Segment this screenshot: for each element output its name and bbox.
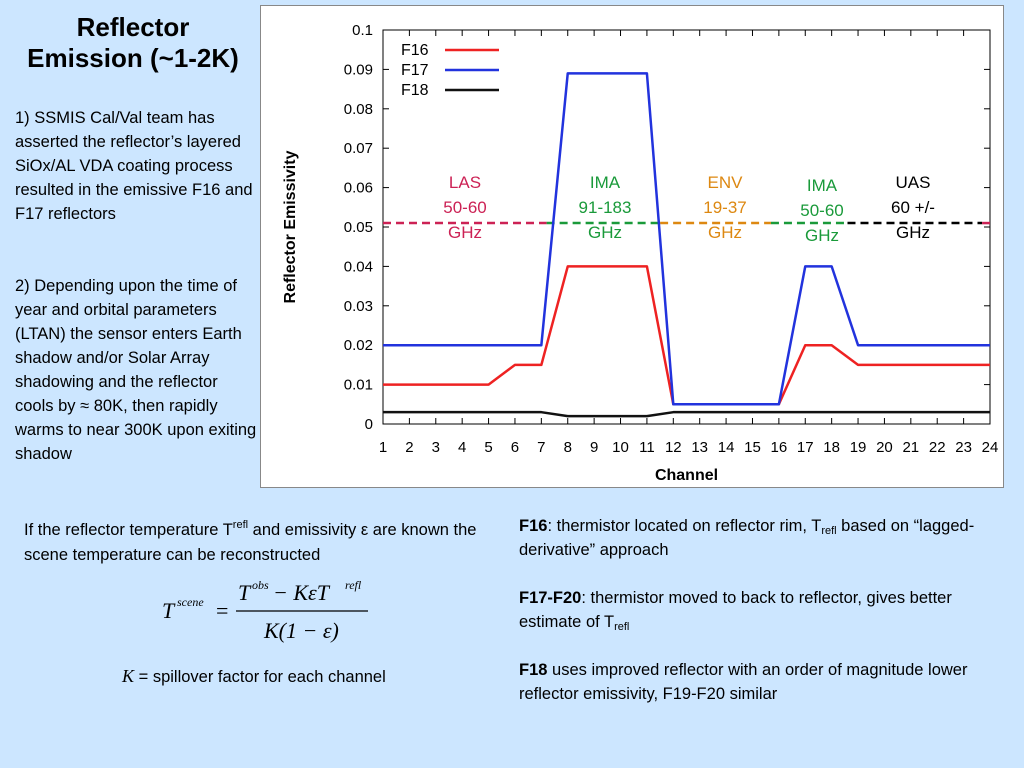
y-tick-label: 0.1 [352,22,373,39]
note-f17-label: F17-F20 [519,589,582,607]
x-tick-label: 11 [639,439,655,456]
legend-label-f17: F17 [401,62,429,79]
band-label-0: LAS 50-60 GHz [420,170,510,245]
formula-equals: = [216,598,228,623]
x-tick-label: 15 [744,439,761,456]
paragraph-shadowing: 2) Depending upon the time of year and o… [15,277,257,463]
band-label-line: UAS [895,173,931,192]
series-line-f16 [383,265,990,406]
note-f18: F18 uses improved reflector with an orde… [519,658,999,706]
recon-text-b: and emissivity ε are known the scene tem… [24,521,477,564]
x-tick-label: 14 [718,439,735,456]
paragraph-coating: 1) SSMIS Cal/Val team has asserted the r… [15,109,253,223]
series-line-f17 [383,72,990,406]
k-note-text: = spillover factor for each channel [134,668,386,686]
band-label-line: 50-60 [443,198,487,217]
y-tick-label: 0.09 [344,61,373,78]
band-label-1: IMA 91-183 GHz [560,170,650,245]
y-tick-label: 0.04 [344,258,373,275]
x-tick-label: 5 [484,439,492,456]
slide-title: Reflector Emission (~1-2K) [8,12,258,74]
note-f16-text-b: based on “lagged-derivative” approach [519,517,975,559]
y-axis-label: Reflector Emissivity [282,150,299,303]
x-tick-label: 22 [929,439,946,456]
note-f17-f20: F17-F20: thermistor moved to back to ref… [519,586,999,634]
band-label-2: ENV 19-37 GHz [680,170,770,245]
band-label-line: IMA [589,173,621,192]
k-variable: K [122,666,135,686]
title-line-2: Emission (~1-2K) [27,43,239,73]
legend-label-f16: F16 [401,42,429,59]
y-tick-label: 0.01 [344,377,373,394]
formula-num-a: T [238,580,252,605]
x-tick-label: 10 [612,439,629,456]
title-line-1: Reflector [76,12,190,42]
band-label-3: IMA 50-60 GHz [777,173,867,248]
formula-den: K(1 − ε) [263,618,339,643]
formula-lhs: T [162,598,176,623]
recon-text-a: If the reflector temperature T [24,521,233,539]
y-tick-label: 0.05 [344,219,373,236]
chart-svg: 0 0.01 0.02 0.03 0.04 0.05 0.06 0.07 0.08 0.09 0.1… [282,22,999,484]
series-line-f18 [383,410,990,418]
band-label-line: GHz [708,223,742,242]
formula-num-b: − KεT [273,580,331,605]
band-label-line: GHz [896,223,930,242]
x-axis-label: Channel [655,467,718,484]
formula-num-b-sup: refl [345,578,362,592]
band-label-line: LAS [448,173,482,192]
formula-lhs-sup: scene [177,595,204,609]
x-tick-label: 24 [982,439,999,456]
x-tick-label: 6 [511,439,519,456]
spillover-note: K = spillover factor for each channel [122,666,386,687]
note-f16: F16: thermistor located on reflector rim… [519,514,999,562]
band-label-line: GHz [805,226,839,245]
note-f17-text: : thermistor moved to back to reflector,… [519,589,952,631]
x-tick-label: 9 [590,439,598,456]
x-tick-label: 20 [876,439,893,456]
x-tick-label: 13 [691,439,708,456]
x-tick-label: 17 [797,439,814,456]
emissivity-chart: 0 0.01 0.02 0.03 0.04 0.05 0.06 0.07 0.08 0.09 0.1… [260,5,1004,488]
note-f16-label: F16 [519,517,548,535]
x-tick-label: 16 [771,439,788,456]
band-label-line: 60 +/- [891,198,935,217]
x-tick-label: 8 [564,439,572,456]
y-tick-label: 0.07 [344,140,373,157]
legend-label-f18: F18 [401,82,429,99]
x-tick-label: 23 [955,439,972,456]
band-label-line: GHz [588,223,622,242]
x-tick-label: 12 [665,439,682,456]
note-f18-text: uses improved reflector with an order of… [519,661,968,703]
x-tick-label: 4 [458,439,466,456]
formula-num-a-sup: obs [252,578,269,592]
x-tick-label: 3 [432,439,440,456]
note-f16-sub: refl [821,525,837,537]
note-f17-sub: refl [614,621,630,633]
band-label-line: IMA [806,176,838,195]
y-tick-label: 0.03 [344,298,373,315]
band-label-line: ENV [707,173,743,192]
x-tick-label: 19 [850,439,867,456]
reconstruction-text: If the reflector temperature Trefl and e… [24,518,494,568]
y-tick-label: 0.08 [344,101,373,118]
y-tick-label: 0.02 [344,337,373,354]
note-f18-label: F18 [519,661,548,679]
scene-temperature-formula: T scene = T obs − KεT refl K(1 − ε) [160,578,380,648]
band-label-line: GHz [448,223,482,242]
recon-text-sup: refl [232,519,249,531]
band-label-line: 19-37 [703,198,747,217]
y-tick-label: 0.06 [344,180,373,197]
y-tick-label: 0 [365,416,373,433]
x-tick-label: 21 [902,439,919,456]
band-label-line: 91-183 [578,198,632,217]
note-f16-text: : thermistor located on reflector rim, T [547,517,822,535]
x-tick-label: 1 [379,439,387,456]
x-tick-label: 18 [823,439,840,456]
band-label-line: 50-60 [800,201,844,220]
x-tick-label: 2 [405,439,413,456]
band-label-4: UAS 60 +/- GHz [868,170,958,245]
formula-svg: T scene = T obs − KεT refl K(1 − ε) [162,578,368,643]
x-tick-label: 7 [537,439,545,456]
